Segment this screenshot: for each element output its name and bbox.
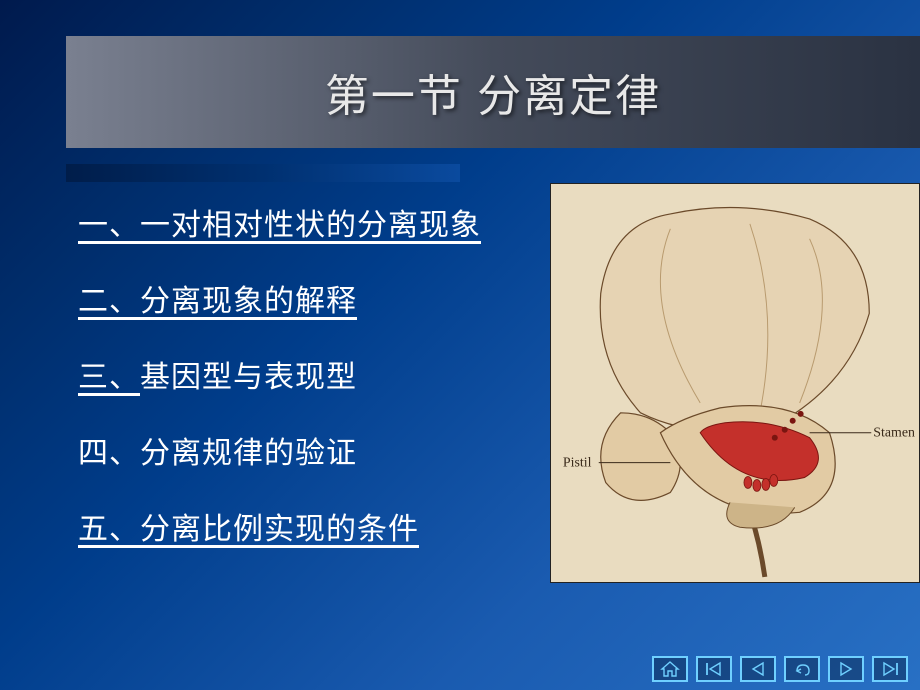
nav-prev-button[interactable] — [740, 656, 776, 682]
outline-item-3-rest: 基因型与表现型 — [140, 361, 357, 394]
nav-controls — [652, 656, 908, 682]
nav-last-button[interactable] — [872, 656, 908, 682]
slide-title: 第一节 分离定律 — [325, 60, 661, 124]
flower-diagram: Stamen Pistil — [550, 183, 920, 583]
outline-item-1[interactable]: 一、一对相对性状的分离现象 — [78, 200, 548, 244]
nav-first-button[interactable] — [696, 656, 732, 682]
nav-next-button[interactable] — [828, 656, 864, 682]
outline-item-2[interactable]: 二、分离现象的解释 — [78, 276, 548, 320]
nav-return-button[interactable] — [784, 656, 820, 682]
under-band — [66, 164, 460, 182]
pistil-label: Pistil — [563, 456, 592, 471]
nav-home-button[interactable] — [652, 656, 688, 682]
outline-item-5[interactable]: 五、分离比例实现的条件 — [78, 504, 548, 548]
outline-list: 一、一对相对性状的分离现象 二、分离现象的解释 三、基因型与表现型 四、分离规律… — [78, 200, 548, 580]
outline-item-3-prefix: 三、 — [78, 361, 140, 394]
outline-item-3[interactable]: 三、基因型与表现型 — [78, 352, 548, 396]
stamen-label: Stamen — [873, 426, 915, 441]
outline-item-4: 四、分离规律的验证 — [78, 428, 548, 472]
title-band: 第一节 分离定律 — [66, 36, 920, 148]
